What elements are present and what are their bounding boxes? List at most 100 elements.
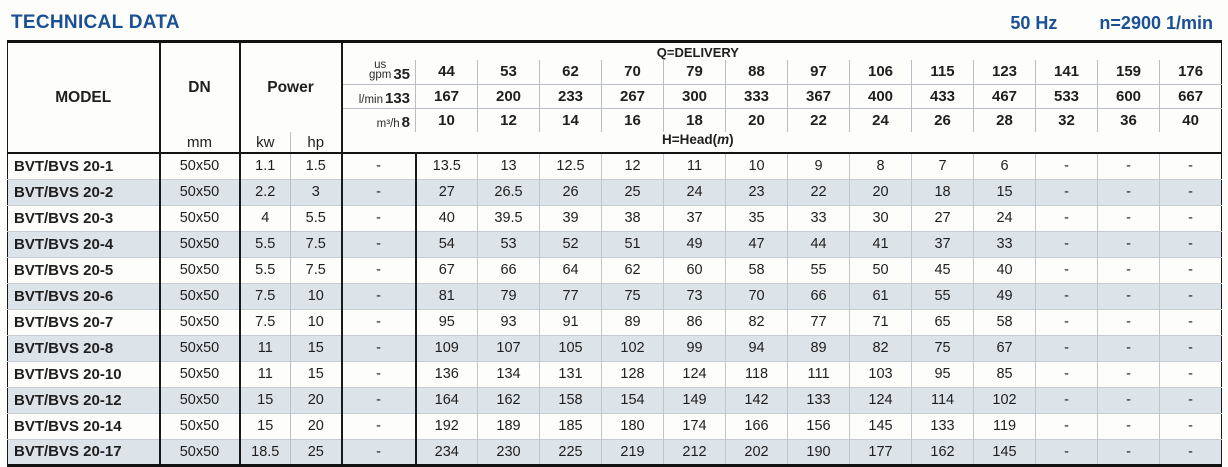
head-value: 71 — [849, 308, 912, 335]
head-value: 102 — [973, 386, 1036, 413]
dn-value: 50x50 — [159, 282, 241, 309]
dn-column-header: DN — [159, 41, 241, 132]
head-value: - — [1159, 178, 1222, 205]
head-value: 142 — [725, 386, 788, 413]
dn-value: 50x50 — [159, 256, 241, 283]
model-name: BVT/BVS 20-7 — [7, 308, 161, 335]
table-row: BVT/BVS 20-12 50x50 15 20-164 162 158 154 149 14… — [7, 386, 1222, 413]
head-value: 177 — [849, 438, 912, 465]
head-value: 47 — [725, 230, 788, 257]
head-value: 162 — [911, 438, 974, 465]
head-value: 52 — [539, 230, 602, 257]
flow-value: 115 — [911, 59, 974, 85]
head-value: 180 — [601, 412, 664, 439]
flow-value: 467 — [973, 84, 1036, 109]
flow-value: 79 — [663, 59, 726, 85]
head-value: 15 — [973, 178, 1036, 205]
head-value: 67 — [973, 334, 1036, 361]
model-name: BVT/BVS 20-6 — [7, 282, 161, 309]
q-delivery-header: Q=DELIVERY — [656, 44, 739, 60]
gpm-unit-cell: us gpm 35 — [341, 59, 417, 85]
flow-value: 133 — [384, 89, 411, 107]
flow-value: 20 — [725, 108, 788, 132]
head-value: - — [1097, 152, 1160, 179]
head-value: 133 — [787, 386, 850, 413]
head-value: - — [1159, 256, 1222, 283]
head-value: - — [1159, 230, 1222, 257]
model-name: BVT/BVS 20-1 — [7, 152, 161, 179]
head-value: 61 — [849, 282, 912, 309]
model-name: BVT/BVS 20-2 — [7, 178, 161, 205]
head-value: 24 — [663, 178, 726, 205]
head-value: 154 — [601, 386, 664, 413]
model-name: BVT/BVS 20-17 — [7, 438, 161, 465]
head-value: 7 — [911, 152, 974, 179]
head-value: 219 — [601, 438, 664, 465]
head-value: 82 — [725, 308, 788, 335]
flow-value: 433 — [911, 84, 974, 109]
header-bar: TECHNICAL DATA 50 Hz n=2900 1/min — [7, 0, 1221, 40]
head-value: 18 — [911, 178, 974, 205]
table-row: BVT/BVS 20-8 50x50 11 15-109 107 105 102 99 94 89… — [7, 334, 1222, 361]
kw-value: 11 — [239, 334, 291, 361]
head-value: - — [1097, 308, 1160, 335]
head-value: - — [1097, 178, 1160, 205]
head-value: 11 — [663, 152, 726, 179]
dn-value: 50x50 — [159, 204, 241, 231]
dn-value: 50x50 — [159, 360, 241, 387]
head-value: 51 — [601, 230, 664, 257]
flow-value: 26 — [911, 108, 974, 132]
head-value: - — [1097, 386, 1160, 413]
technical-data-table: MODEL DN Power Q=DELIVERY us gpm 35 44 53 62… — [7, 40, 1223, 467]
head-value: 145 — [849, 412, 912, 439]
head-value: 12.5 — [539, 152, 602, 179]
dn-value: 50x50 — [159, 152, 241, 179]
kw-value: 15 — [239, 386, 291, 413]
flow-value: 267 — [601, 84, 664, 109]
head-value: - — [341, 152, 417, 179]
kw-value: 18.5 — [239, 438, 291, 465]
head-value: - — [1159, 308, 1222, 335]
flow-value: 123 — [973, 59, 1036, 85]
head-value: 12 — [601, 152, 664, 179]
model-name: BVT/BVS 20-12 — [7, 386, 161, 413]
head-value: 55 — [911, 282, 974, 309]
table-row: BVT/BVS 20-7 50x50 7.5 10-95 93 91 89 86 82 77 71 6… — [7, 308, 1222, 335]
lmin-unit-cell: l/min 133 — [341, 84, 417, 109]
kw-value: 5.5 — [239, 256, 291, 283]
head-value: 81 — [415, 282, 478, 309]
head-value: 58 — [725, 256, 788, 283]
hp-value: 7.5 — [290, 256, 343, 283]
head-value: 103 — [849, 360, 912, 387]
flow-value: 18 — [663, 108, 726, 132]
flow-value: 400 — [849, 84, 912, 109]
flow-value: 14 — [539, 108, 602, 132]
flow-value: 32 — [1035, 108, 1098, 132]
head-value: 136 — [415, 360, 478, 387]
gpm-unit-label: us gpm — [368, 59, 392, 81]
spec-labels: 50 Hz n=2900 1/min — [1010, 13, 1215, 34]
flow-value: 533 — [1035, 84, 1098, 109]
head-value: 27 — [415, 178, 478, 205]
head-value: - — [1035, 152, 1098, 179]
head-value: - — [1035, 178, 1098, 205]
head-value: - — [1035, 360, 1098, 387]
model-name: BVT/BVS 20-8 — [7, 334, 161, 361]
head-value: 40 — [415, 204, 478, 231]
frequency-label: 50 Hz — [1010, 13, 1058, 33]
flow-value: 333 — [725, 84, 788, 109]
h-head-header: H=Head(m) — [662, 132, 734, 147]
head-value: 118 — [725, 360, 788, 387]
head-value: 22 — [787, 178, 850, 205]
head-value: 35 — [725, 204, 788, 231]
head-value: 44 — [787, 230, 850, 257]
head-value: 66 — [787, 282, 850, 309]
head-value: 49 — [663, 230, 726, 257]
head-value: 225 — [539, 438, 602, 465]
head-value: 149 — [663, 386, 726, 413]
head-value: 39.5 — [477, 204, 540, 231]
head-value: 75 — [911, 334, 974, 361]
kw-unit-header: kw — [239, 132, 291, 153]
head-value: 192 — [415, 412, 478, 439]
